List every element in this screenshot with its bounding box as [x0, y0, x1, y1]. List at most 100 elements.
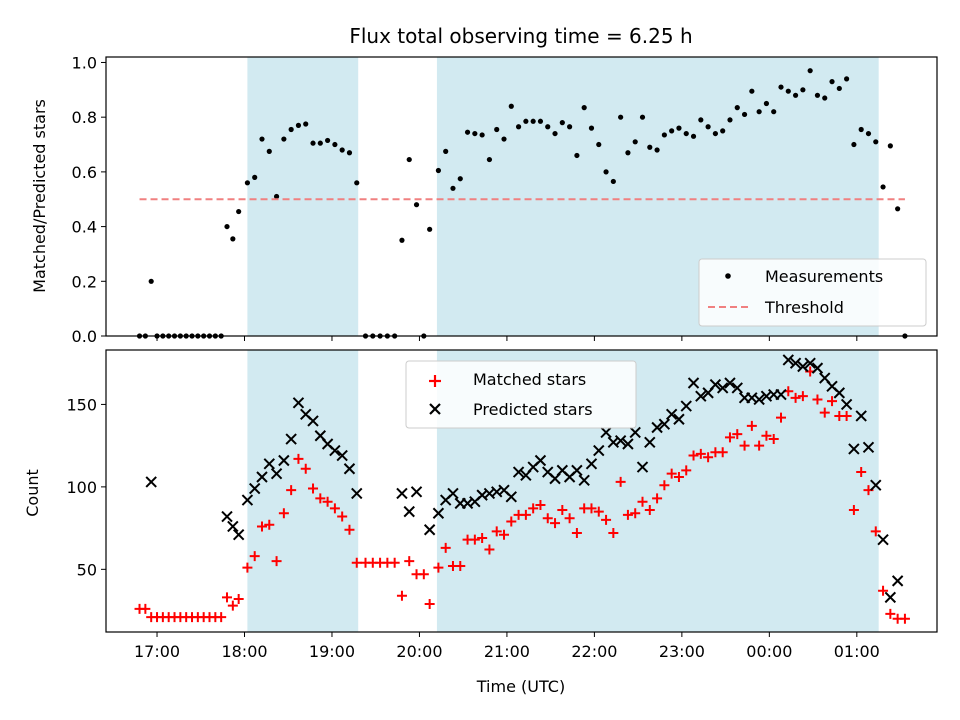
predicted-star-point: [753, 393, 765, 406]
predicted-star-point: [351, 487, 363, 500]
measurement-point: [887, 143, 893, 149]
measurement-point: [596, 141, 602, 148]
matched-star-point: [499, 529, 510, 540]
predicted-star-point: [512, 466, 525, 478]
measurement-point: [523, 118, 529, 124]
matched-star-point: [630, 508, 641, 519]
matched-star-point: [703, 452, 714, 463]
matched-star-point: [329, 503, 340, 514]
measurement-point: [457, 176, 463, 182]
matched-star-point: [227, 600, 238, 611]
ratio-y-label: Matched/Predicted stars: [30, 99, 49, 293]
count-x-ticks: 17:00 18:00 19:00 20:00 21:00 22:00 23:00 00:00…: [134, 632, 880, 661]
matched-star-point: [761, 430, 772, 441]
predicted-star-point: [775, 388, 787, 401]
count-panel-frame: [105, 349, 938, 633]
ratio-panel-frame: [105, 56, 938, 337]
measurement-point: [450, 185, 456, 191]
matched-star-point: [601, 514, 612, 525]
measurement-point: [588, 125, 595, 131]
matched-star-point: [622, 509, 633, 520]
matched-star-point: [418, 569, 429, 580]
measurement-point: [479, 132, 485, 138]
measurement-point: [230, 236, 236, 242]
predicted-star-point: [534, 454, 547, 467]
predicted-star-point: [862, 441, 875, 454]
predicted-star-point: [731, 382, 743, 394]
legend-label-predicted: Predicted stars: [473, 400, 593, 419]
matched-star-point: [899, 613, 910, 624]
predicted-star-point: [307, 415, 319, 427]
matched-star-point: [424, 598, 435, 609]
predicted-star-point: [578, 474, 590, 486]
measurement-point: [690, 133, 697, 139]
count-legend: Matched stars Predicted stars: [405, 360, 637, 429]
matched-star-point: [477, 533, 488, 543]
x-tick-label: 21:00: [484, 642, 530, 661]
matched-star-point: [754, 440, 765, 451]
predicted-star-point: [585, 458, 598, 470]
predicted-star-point: [709, 378, 722, 391]
measurement-point: [763, 100, 770, 107]
measurement-point: [435, 167, 441, 174]
predicted-star-point: [622, 438, 634, 450]
y-tick-label: 0.4: [72, 218, 97, 237]
measurement-point: [537, 118, 544, 124]
matched-star-point: [593, 506, 604, 517]
measurement-point: [545, 124, 551, 130]
shaded-interval: [247, 57, 359, 336]
matched-star-point: [264, 519, 275, 530]
measurement-point: [552, 130, 558, 137]
measurement-point: [346, 150, 353, 156]
measurement-point: [224, 223, 230, 230]
count-y-label: Count: [23, 469, 42, 517]
matched-star-point: [506, 516, 517, 527]
predicted-star-point: [644, 436, 656, 449]
ratio-legend: Measurements Threshold: [698, 258, 927, 327]
measurement-point: [639, 114, 646, 120]
predicted-star-point: [447, 487, 459, 500]
measurement-point: [851, 141, 857, 148]
measurement-point: [632, 139, 638, 145]
measurement-point: [625, 150, 631, 156]
matched-star-point: [233, 594, 244, 605]
measurement-point: [427, 226, 433, 232]
matched-star-point: [586, 503, 597, 514]
measurement-point: [273, 193, 280, 200]
measurement-point: [501, 136, 507, 142]
measurement-point: [654, 147, 660, 153]
predicted-star-point: [145, 476, 157, 488]
measurement-point: [603, 169, 609, 175]
predicted-star-point: [797, 360, 809, 373]
predicted-star-point: [651, 421, 663, 434]
predicted-star-point: [232, 528, 245, 541]
measurement-point: [829, 79, 835, 85]
predicted-star-point: [782, 354, 795, 366]
matched-star-point: [652, 493, 663, 504]
measurement-point: [310, 140, 316, 146]
ratio-x-ticks: [156, 336, 858, 341]
measurement-point: [266, 148, 272, 154]
measurement-point: [778, 84, 784, 90]
measurement-point: [858, 126, 864, 133]
predicted-star-point: [505, 491, 518, 503]
predicted-star-point: [396, 487, 408, 500]
x-axis-label: Time (UTC): [476, 677, 565, 696]
y-tick-label: 0.0: [72, 327, 97, 346]
matched-star-point: [484, 544, 495, 555]
matched-star-point: [315, 493, 326, 504]
count-panel: 50 100 150 17:00 18:00 19:00 20:00 21:00 22:00 2…: [23, 349, 938, 661]
y-tick-label: 150: [66, 395, 97, 414]
y-tick-label: 50: [77, 560, 97, 579]
measurement-point: [494, 126, 500, 133]
shaded-interval: [247, 350, 359, 632]
measurement-point: [325, 137, 331, 144]
matched-star-point: [637, 496, 648, 507]
matched-star-point: [242, 562, 253, 573]
count-plot-area: [134, 354, 910, 624]
matched-star-point: [140, 603, 151, 614]
measurement-point: [288, 126, 294, 133]
ratio-legend-box: [698, 258, 927, 327]
matched-star-point: [819, 407, 830, 418]
matched-star-point: [404, 556, 415, 567]
